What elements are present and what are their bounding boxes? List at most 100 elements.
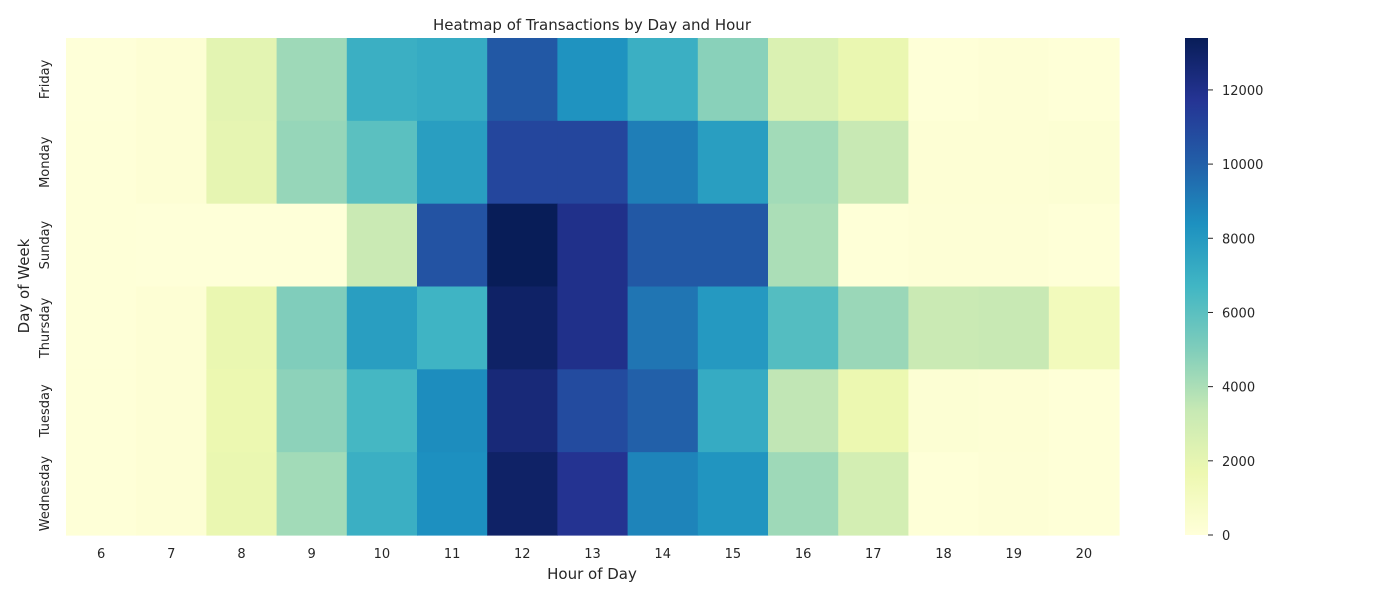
heatmap-cell	[978, 38, 1050, 122]
colorbar-tick-label: 2000	[1222, 455, 1255, 470]
heatmap-cell	[768, 369, 839, 453]
heatmap-cell	[136, 203, 207, 288]
heatmap-cell	[66, 203, 137, 288]
heatmap-cell	[487, 120, 558, 205]
heatmap-cell	[1048, 203, 1120, 288]
heatmap-cell	[627, 369, 699, 453]
heatmap-cell	[276, 203, 348, 288]
x-tick-label: 7	[167, 547, 175, 562]
heatmap-cell	[417, 286, 488, 370]
heatmap-cell	[557, 286, 629, 370]
heatmap-cell	[697, 452, 769, 536]
x-tick-label: 20	[1076, 547, 1093, 562]
heatmap-cell	[557, 38, 629, 122]
heatmap-cell	[346, 120, 418, 205]
heatmap-cell	[276, 38, 348, 122]
heatmap-cell	[1048, 38, 1120, 122]
heatmap-cell	[697, 120, 769, 205]
heatmap-cell	[136, 286, 207, 370]
heatmap-cell	[908, 38, 980, 122]
heatmap-cell	[66, 286, 137, 370]
heatmap-cell	[136, 120, 207, 205]
x-tick-label: 19	[1005, 547, 1022, 562]
heatmap-cell	[908, 203, 980, 288]
heatmap-cell	[1048, 369, 1120, 453]
heatmap-cell	[66, 38, 137, 122]
x-tick-label: 18	[935, 547, 952, 562]
heatmap-cell	[838, 120, 909, 205]
heatmap-cell	[908, 120, 980, 205]
heatmap-cell	[838, 369, 909, 453]
y-tick-label: Monday	[38, 136, 53, 188]
x-axis-label: Hour of Day	[547, 565, 637, 583]
heatmap-cell	[206, 452, 278, 536]
x-tick-label: 15	[725, 547, 742, 562]
x-tick-label: 12	[514, 547, 531, 562]
colorbar-tick-label: 8000	[1222, 232, 1255, 247]
y-tick-labels: Friday Monday Sunday Thursday Tuesday Wednesd…	[38, 59, 53, 531]
heatmap-cell	[206, 286, 278, 370]
heatmap-cell	[838, 203, 909, 288]
heatmap-cell	[768, 203, 839, 288]
heatmap-cell	[206, 203, 278, 288]
heatmap-cell	[276, 369, 348, 453]
heatmap-cell	[768, 120, 839, 205]
y-tick-label: Wednesday	[38, 456, 53, 532]
y-axis-label: Day of Week	[15, 238, 33, 333]
heatmap-cell	[206, 38, 278, 122]
y-tick-label: Sunday	[38, 220, 53, 269]
heatmap-cell	[627, 120, 699, 205]
heatmap-cell	[346, 369, 418, 453]
x-tick-label: 17	[865, 547, 882, 562]
heatmap-cell	[66, 369, 137, 453]
heatmap-cell	[417, 203, 488, 288]
colorbar	[1185, 38, 1208, 535]
heatmap-cell	[487, 286, 558, 370]
heatmap-cell	[417, 452, 488, 536]
colorbar-ticks: 0 2000 4000 6000 8000 10000 12000	[1208, 84, 1263, 544]
y-tick-label: Tuesday	[38, 384, 53, 438]
heatmap-cell	[487, 452, 558, 536]
x-tick-labels: 6 7 8 9 10 11 12 13 14 15 16 17 18 19 20	[97, 547, 1092, 562]
heatmap-cell	[627, 452, 699, 536]
heatmap-cell	[908, 452, 980, 536]
heatmap-cell	[487, 203, 558, 288]
heatmap-cell	[697, 203, 769, 288]
heatmap-cell	[1048, 120, 1120, 205]
heatmap-cell	[417, 369, 488, 453]
x-tick-label: 10	[374, 547, 391, 562]
heatmap-cell	[136, 38, 207, 122]
heatmap-cell	[487, 38, 558, 122]
heatmap-cell	[346, 38, 418, 122]
colorbar-tick-label: 0	[1222, 529, 1230, 544]
heatmap-cell	[1048, 286, 1120, 370]
heatmap-cell	[66, 120, 137, 205]
heatmap-cell	[978, 203, 1050, 288]
heatmap-cell	[697, 38, 769, 122]
heatmap-cell	[908, 286, 980, 370]
heatmap-cell	[627, 286, 699, 370]
heatmap-cell	[768, 452, 839, 536]
heatmap-cell	[697, 369, 769, 453]
x-tick-label: 8	[237, 547, 245, 562]
heatmap-cell	[276, 286, 348, 370]
x-tick-label: 6	[97, 547, 105, 562]
x-tick-label: 13	[584, 547, 601, 562]
x-tick-label: 11	[444, 547, 461, 562]
y-tick-label: Thursday	[38, 297, 53, 359]
heatmap-cell	[838, 286, 909, 370]
heatmap-cell	[978, 452, 1050, 536]
heatmap-cell	[978, 369, 1050, 453]
colorbar-tick-label: 12000	[1222, 84, 1263, 99]
heatmap-cell	[346, 452, 418, 536]
colorbar-tick-label: 10000	[1222, 158, 1263, 173]
heatmap-cell	[557, 369, 629, 453]
heatmap-cell	[838, 38, 909, 122]
x-tick-label: 9	[308, 547, 316, 562]
heatmap-cell	[417, 120, 488, 205]
heatmap-cell	[1048, 452, 1120, 536]
heatmap-cell	[697, 286, 769, 370]
x-tick-label: 14	[654, 547, 671, 562]
heatmap-cell	[838, 452, 909, 536]
